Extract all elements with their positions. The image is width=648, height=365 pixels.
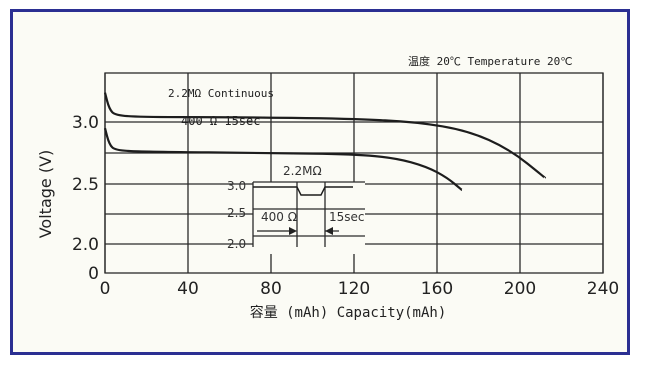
series-curves: [103, 92, 547, 192]
inset-tick-3-0: 3.0: [227, 179, 246, 193]
inset-arrow-left-head: [289, 227, 297, 235]
x-tick-200: 200: [504, 279, 536, 299]
x-tick-160: 160: [421, 279, 453, 299]
discharge-chart: 0 40 80 120 160 200 240 0 2.0 2.5 3.0 2.2MΩ Conti…: [36, 54, 620, 321]
inset-tick-2-5: 2.5: [227, 206, 246, 220]
series-line-0: [103, 92, 547, 179]
x-tick-40: 40: [177, 279, 199, 299]
y-tick-labels: 0 2.0 2.5 3.0: [72, 113, 99, 284]
x-axis-label: 容量 (mAh) Capacity(mAh): [250, 304, 447, 321]
y-tick-2.0: 2.0: [72, 235, 99, 255]
y-tick-0: 0: [88, 264, 99, 284]
inset-tick-2-0: 2.0: [227, 237, 246, 251]
y-axis-label: Voltage (V): [36, 150, 55, 239]
pulse-inset: 3.0 2.5 2.0 2.2MΩ 400 Ω 15sec: [227, 164, 365, 254]
series-label-continuous: 2.2MΩ Continuous: [168, 87, 274, 100]
chart-frame: 0 40 80 120 160 200 240 0 2.0 2.5 3.0 2.2MΩ Conti…: [10, 9, 630, 355]
inset-label-2-2mohm: 2.2MΩ: [283, 164, 322, 178]
inset-background: [253, 182, 365, 254]
x-tick-80: 80: [260, 279, 282, 299]
x-tick-120: 120: [338, 279, 370, 299]
x-tick-labels: 0 40 80 120 160 200 240: [100, 279, 620, 299]
inset-pulse-trace: [253, 186, 353, 196]
y-tick-2.5: 2.5: [72, 175, 99, 195]
y-tick-3.0: 3.0: [72, 113, 99, 133]
inset-label-400ohm: 400 Ω: [261, 210, 297, 224]
temperature-note: 温度 20℃ Temperature 20℃: [408, 54, 573, 68]
x-tick-0: 0: [100, 279, 111, 299]
series-line-1: [103, 127, 463, 192]
x-tick-240: 240: [587, 279, 619, 299]
series-label-400ohm: 400 Ω 15sec: [181, 114, 260, 128]
inset-arrow-right-head: [325, 227, 333, 235]
inset-label-15sec: 15sec: [329, 210, 365, 224]
